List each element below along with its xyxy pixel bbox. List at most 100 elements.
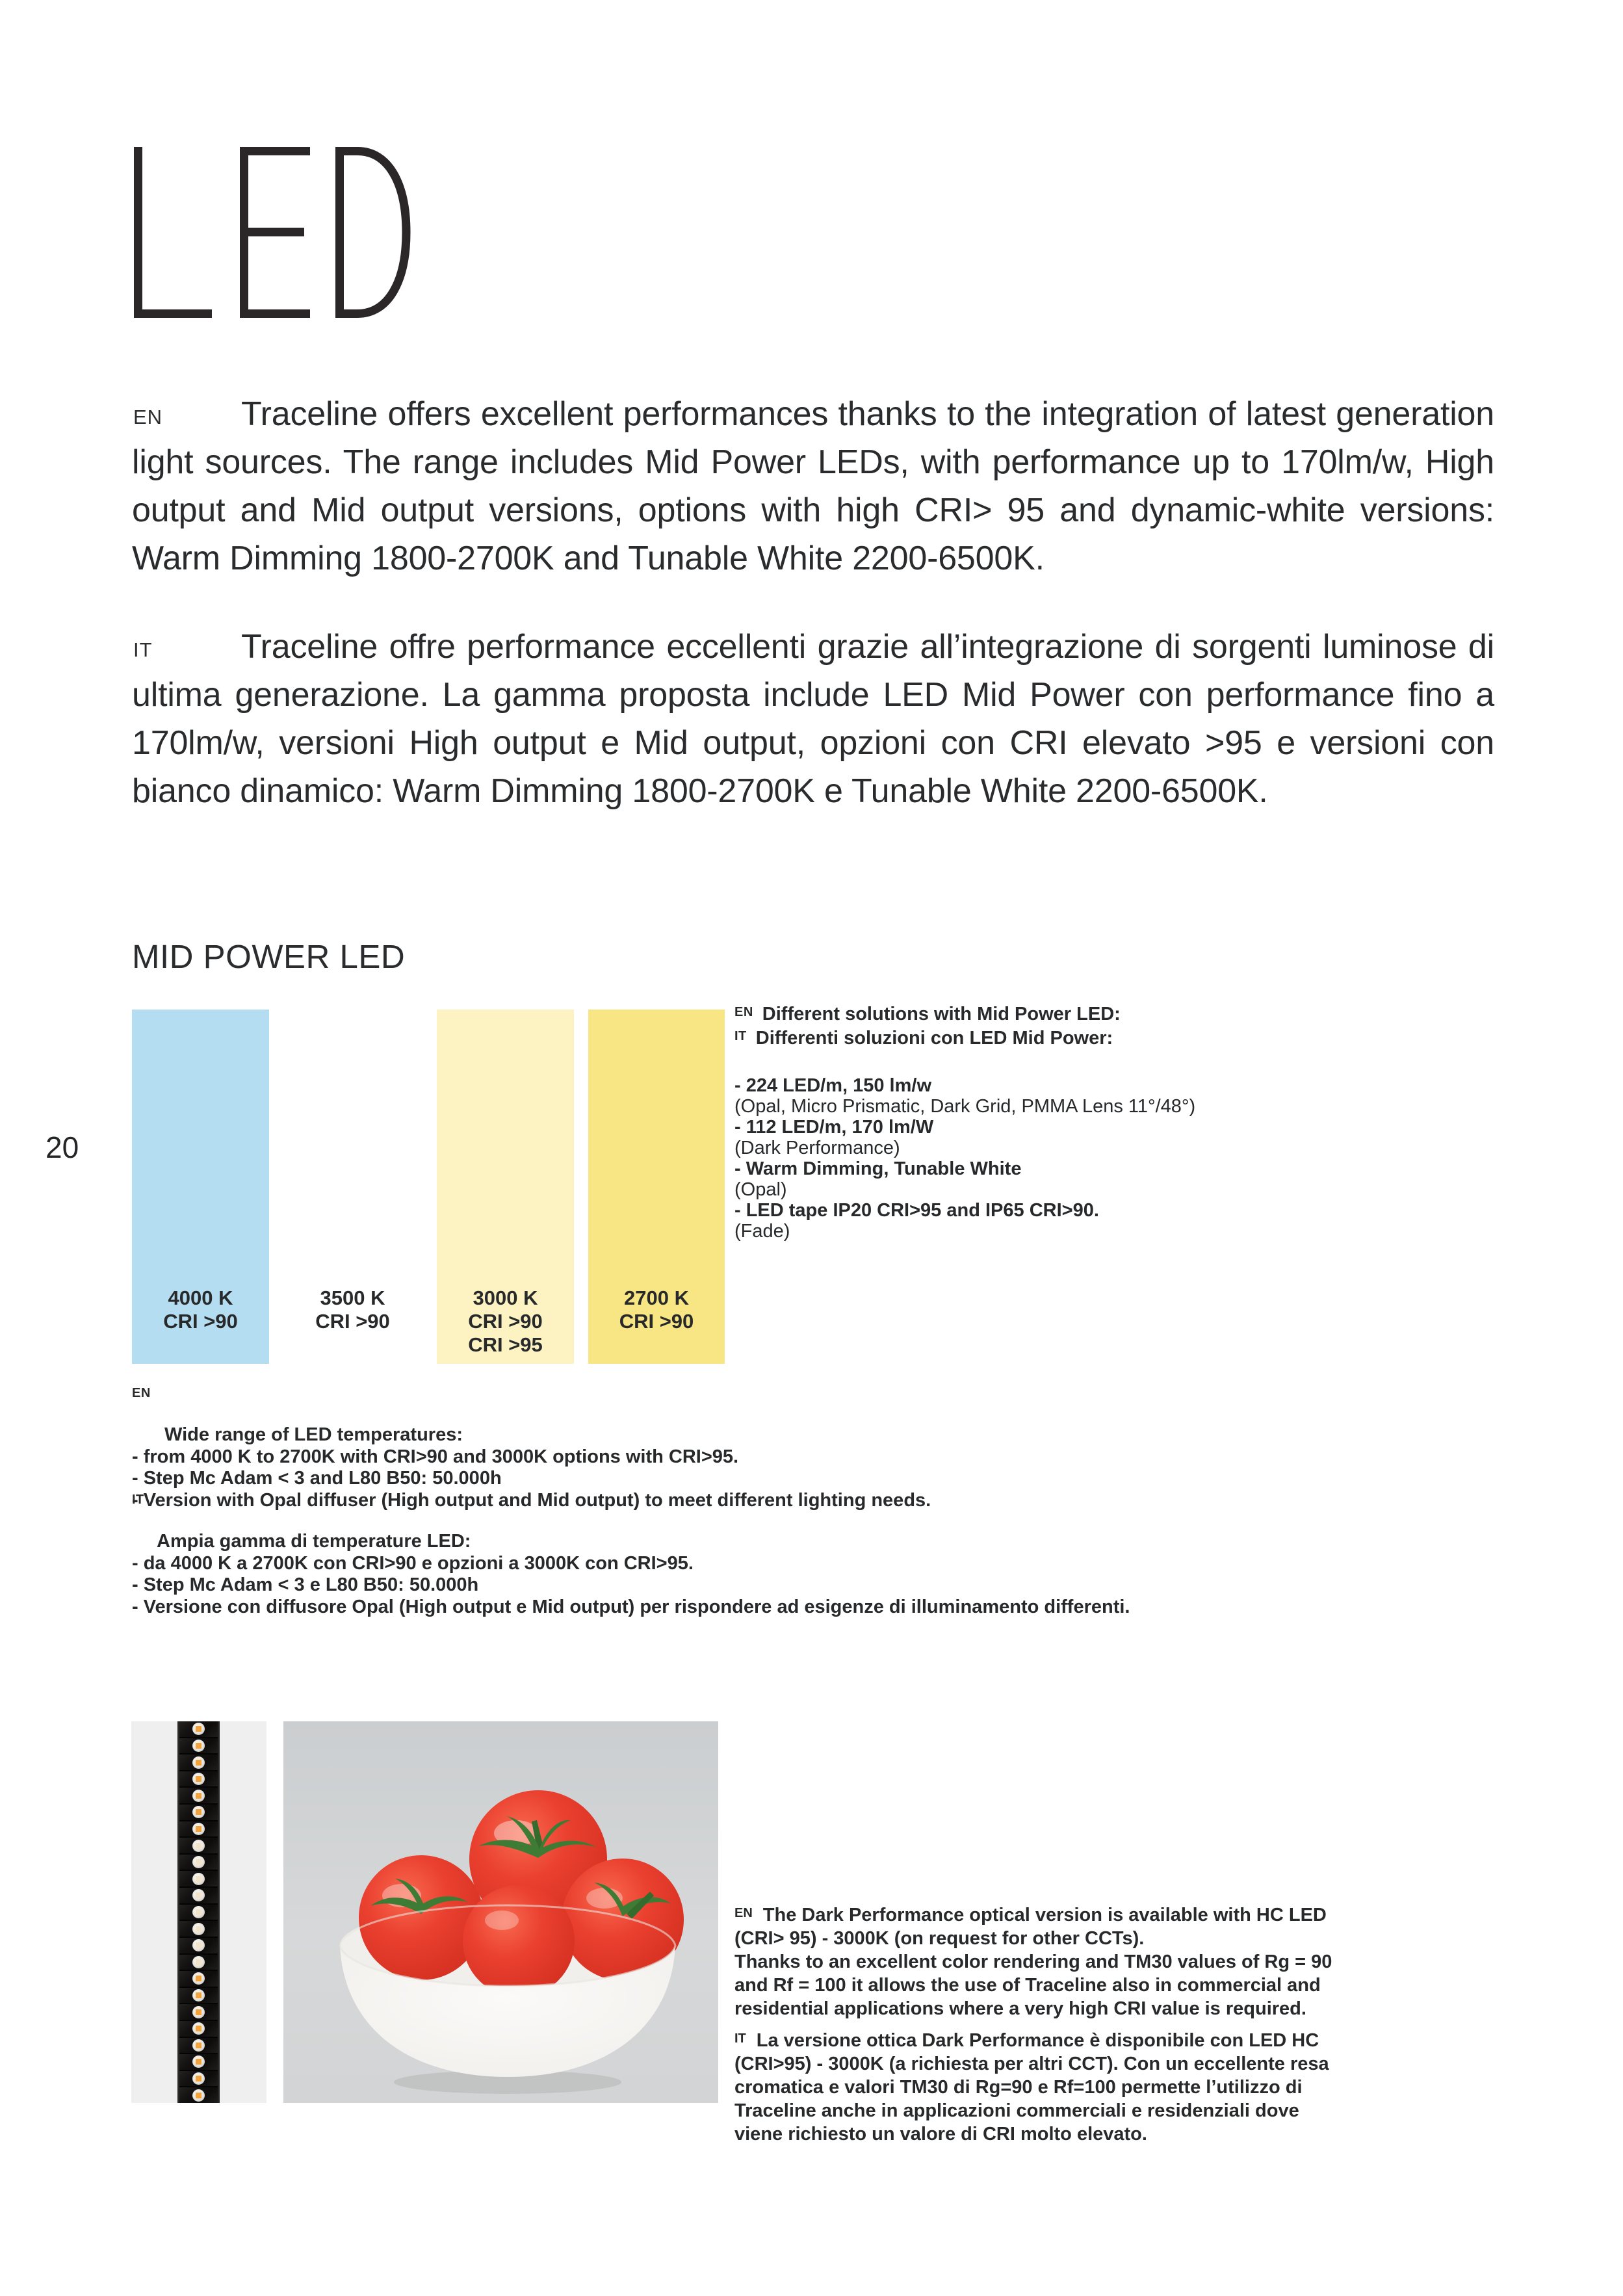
led-lens xyxy=(192,1723,205,1736)
led-title-lettering xyxy=(134,147,411,318)
led-module xyxy=(179,1920,218,1937)
led-chip xyxy=(196,1759,201,1766)
led-lens xyxy=(192,1739,205,1752)
section-title-mid-power-led: MID POWER LED xyxy=(132,938,406,975)
led-module xyxy=(179,2003,218,2020)
dark-performance-it: IT La versione ottica Dark Performance è … xyxy=(734,2027,1339,2146)
led-chip xyxy=(196,1742,201,1749)
solutions-heading-en: EN Different solutions with Mid Power LED… xyxy=(734,1001,1228,1025)
led-module xyxy=(179,1886,218,1903)
led-lens xyxy=(192,1955,205,1968)
led-lens xyxy=(192,1839,205,1852)
led-lens xyxy=(192,2005,205,2018)
swatch-3000k-label: 3000 K CRI >90 CRI >95 xyxy=(468,1286,543,1356)
solution-item-note: (Opal) xyxy=(734,1179,787,1200)
led-chip xyxy=(196,2026,201,2032)
lang-label-it: IT xyxy=(132,1493,144,1507)
swatch-4000k-label: 4000 K CRI >90 xyxy=(163,1286,238,1333)
swatch-3000k: 3000 K CRI >90 CRI >95 xyxy=(437,1010,574,1364)
led-temperatures-it-text: Ampia gamma di temperature LED: - da 400… xyxy=(132,1531,1130,1617)
led-module xyxy=(179,1820,218,1837)
led-temperatures-it: IT Ampia gamma di temperature LED: - da … xyxy=(132,1487,1276,1640)
led-chip xyxy=(196,2092,201,2098)
lang-label-en: EN xyxy=(734,1005,753,1019)
led-chip xyxy=(196,1909,201,1915)
swatch-4000k: 4000 K CRI >90 xyxy=(132,1010,269,1364)
led-lens xyxy=(192,1789,205,1802)
solutions-heading-en-text: Different solutions with Mid Power LED: xyxy=(762,1004,1121,1024)
led-chip xyxy=(196,2076,201,2082)
led-module xyxy=(179,1953,218,1970)
led-temperatures-en-text: Wide range of LED temperatures: - from 4… xyxy=(132,1424,931,1511)
led-lens xyxy=(192,2039,205,2052)
led-lens xyxy=(192,1856,205,1869)
led-module xyxy=(179,1836,218,1853)
solution-item-main: - 112 LED/m, 170 lm/W xyxy=(734,1117,934,1138)
swatch-3500k: 3500 K CRI >90 xyxy=(284,1010,421,1364)
led-module xyxy=(179,2069,218,2087)
led-lens xyxy=(192,1872,205,1885)
led-lens xyxy=(192,2022,205,2035)
led-module xyxy=(179,1786,218,1804)
led-module xyxy=(179,2019,218,2037)
led-lens xyxy=(192,1806,205,1819)
led-module xyxy=(179,1936,218,1953)
intro-text-en: Traceline offers excellent performances … xyxy=(132,395,1494,577)
swatch-2700k: 2700 K CRI >90 xyxy=(588,1010,725,1364)
lang-label-en: EN xyxy=(132,1386,151,1400)
solution-item-note: (Fade) xyxy=(734,1221,790,1242)
dark-performance-en: EN The Dark Performance optical version i… xyxy=(734,1901,1339,2020)
solutions-heading-it: IT Differenti soluzioni con LED Mid Power… xyxy=(734,1025,1228,1049)
page-number: 20 xyxy=(45,1130,79,1164)
led-lens xyxy=(192,1939,205,1952)
led-chip xyxy=(196,2009,201,2015)
led-module xyxy=(179,1870,218,1887)
solution-item-main: - LED tape IP20 CRI>95 and IP65 CRI>90. xyxy=(734,1200,1099,1221)
solution-item-main: - Warm Dimming, Tunable White xyxy=(734,1158,1022,1179)
led-module xyxy=(179,2053,218,2070)
led-chip xyxy=(196,1842,201,1849)
led-module xyxy=(179,1986,218,2003)
led-chip xyxy=(196,1942,201,1949)
led-lens xyxy=(192,1889,205,1902)
led-lens xyxy=(192,1822,205,1835)
led-chip xyxy=(196,1992,201,1999)
page-title xyxy=(133,147,413,324)
lang-label-en: EN xyxy=(133,406,163,428)
led-chip xyxy=(196,1825,201,1832)
led-lens xyxy=(192,2055,205,2068)
led-chip xyxy=(196,1875,201,1882)
solution-item-main: - 224 LED/m, 150 lm/w xyxy=(734,1075,932,1096)
led-chip xyxy=(196,1959,201,1965)
led-chip xyxy=(196,1792,201,1799)
led-lens xyxy=(192,1972,205,1985)
led-lens xyxy=(192,1773,205,1786)
intro-text-it: Traceline offre performance eccellenti g… xyxy=(132,628,1494,810)
led-lens xyxy=(192,1922,205,1935)
led-module xyxy=(179,1903,218,1920)
solutions-heading-it-text: Differenti soluzioni con LED Mid Power: xyxy=(755,1028,1113,1049)
lang-label-it: IT xyxy=(734,1029,747,1043)
swatch-2700k-label: 2700 K CRI >90 xyxy=(619,1286,694,1333)
led-lens xyxy=(192,2089,205,2102)
led-chip xyxy=(196,1809,201,1816)
led-chip xyxy=(196,1976,201,1982)
intro-paragraph-it: IT Traceline offre performance eccellent… xyxy=(132,623,1494,815)
led-temperatures-en: EN Wide range of LED temperatures: - fro… xyxy=(132,1381,1276,1533)
led-module xyxy=(179,1753,218,1770)
lang-label-it: IT xyxy=(734,2031,746,2046)
led-chip xyxy=(196,2059,201,2065)
led-chip xyxy=(196,1776,201,1782)
led-lens xyxy=(192,1756,205,1769)
led-chip xyxy=(196,1892,201,1899)
dark-performance-en-text: The Dark Performance optical version is … xyxy=(734,1905,1332,2019)
led-module xyxy=(179,1721,218,1737)
solution-item-note: (Dark Performance) xyxy=(734,1138,900,1158)
swatch-3500k-label: 3500 K CRI >90 xyxy=(315,1286,390,1333)
led-temperature-swatches: 4000 K CRI >90 3500 K CRI >90 3000 K CRI… xyxy=(132,1010,857,1364)
led-strip-photo xyxy=(131,1721,266,2104)
dark-performance-it-text: La versione ottica Dark Performance è di… xyxy=(734,2030,1329,2145)
solution-item-note: (Opal, Micro Prismatic, Dark Grid, PMMA … xyxy=(734,1096,1196,1117)
led-chip xyxy=(196,2042,201,2048)
